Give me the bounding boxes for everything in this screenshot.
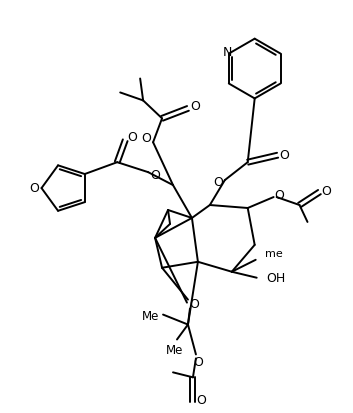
Text: N: N <box>223 46 233 59</box>
Text: O: O <box>213 176 223 189</box>
Text: OH: OH <box>267 272 286 285</box>
Text: O: O <box>141 132 151 145</box>
Text: Me: Me <box>166 344 184 357</box>
Text: O: O <box>189 298 199 311</box>
Text: O: O <box>280 149 289 162</box>
Text: O: O <box>190 100 200 113</box>
Text: O: O <box>322 185 331 197</box>
Text: me: me <box>265 249 282 259</box>
Text: O: O <box>275 189 285 202</box>
Text: O: O <box>30 182 40 195</box>
Text: Me: Me <box>142 310 159 323</box>
Text: O: O <box>193 356 203 369</box>
Text: O: O <box>127 131 137 144</box>
Text: O: O <box>150 169 160 182</box>
Text: O: O <box>196 394 206 407</box>
